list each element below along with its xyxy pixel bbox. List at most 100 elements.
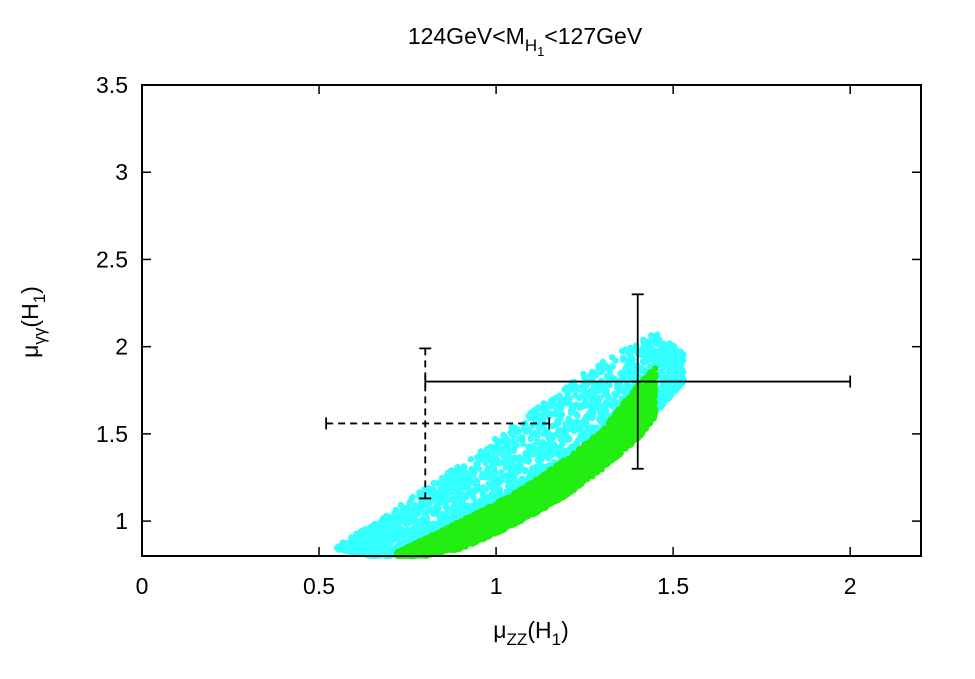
- data-point: [492, 476, 499, 483]
- data-point: [559, 446, 567, 454]
- data-point: [430, 524, 437, 531]
- data-point: [589, 368, 596, 375]
- data-point: [461, 484, 469, 491]
- data-point: [564, 391, 571, 398]
- data-point: [531, 445, 538, 453]
- data-point: [500, 431, 507, 439]
- data-point: [515, 435, 522, 442]
- data-point: [430, 510, 437, 518]
- data-point: [438, 498, 445, 505]
- data-point: [521, 468, 529, 475]
- data-point: [653, 356, 660, 364]
- data-point: [482, 485, 489, 493]
- data-point: [377, 533, 385, 540]
- data-point: [668, 390, 676, 397]
- data-point: [613, 391, 620, 398]
- data-point: [639, 350, 646, 357]
- data-point: [663, 375, 670, 382]
- data-point: [638, 365, 645, 372]
- chart-title: 124GeV<MH1<127GeV: [408, 23, 643, 59]
- data-point: [668, 369, 675, 377]
- data-point: [373, 537, 380, 544]
- data-point: [386, 540, 393, 548]
- data-point: [519, 440, 526, 447]
- data-point: [435, 505, 442, 512]
- data-point: [599, 381, 607, 388]
- data-point: [577, 435, 584, 442]
- data-point: [392, 529, 399, 536]
- data-point: [401, 537, 408, 544]
- data-point: [562, 384, 570, 391]
- data-point: [463, 493, 470, 500]
- data-point: [477, 497, 485, 504]
- data-point: [470, 493, 477, 501]
- data-point: [535, 419, 543, 426]
- data-point: [605, 394, 612, 401]
- data-point: [411, 508, 419, 515]
- data-point: [509, 461, 517, 468]
- data-point: [674, 368, 681, 375]
- data-point: [549, 448, 556, 455]
- data-point: [677, 363, 684, 370]
- data-point: [676, 352, 684, 360]
- data-point: [512, 477, 519, 485]
- data-point: [430, 485, 437, 493]
- data-point: [513, 442, 520, 449]
- data-point: [462, 468, 469, 476]
- data-point: [554, 406, 561, 413]
- data-point: [562, 398, 569, 405]
- data-point: [445, 469, 452, 476]
- data-point: [570, 421, 578, 428]
- data-point: [633, 371, 640, 378]
- data-point: [668, 360, 675, 367]
- data-point: [483, 499, 490, 506]
- data-point: [617, 370, 624, 377]
- data-point: [495, 441, 502, 448]
- data-point: [555, 417, 563, 424]
- data-point: [670, 354, 677, 361]
- data-point: [490, 471, 497, 478]
- data-point: [590, 395, 597, 402]
- data-point: [584, 413, 591, 421]
- data-point: [400, 509, 407, 516]
- data-point: [587, 406, 595, 413]
- data-point: [455, 486, 463, 494]
- data-point: [455, 474, 462, 481]
- data-point: [339, 539, 347, 546]
- data-point: [353, 530, 360, 537]
- data-point: [435, 511, 442, 519]
- data-point: [564, 436, 571, 444]
- data-point: [487, 443, 494, 451]
- data-point: [468, 465, 475, 473]
- data-point: [525, 443, 532, 450]
- data-point: [576, 394, 583, 402]
- data-point: [535, 404, 542, 411]
- data-point: [497, 477, 505, 485]
- data-point: [562, 424, 569, 431]
- data-point: [572, 386, 579, 394]
- data-point: [346, 545, 353, 553]
- data-point: [472, 479, 479, 486]
- data-point: [442, 503, 449, 511]
- data-point: [438, 474, 446, 482]
- data-point: [515, 428, 522, 435]
- data-point: [406, 511, 413, 518]
- data-point: [590, 381, 597, 388]
- data-point: [648, 332, 655, 339]
- data-point: [490, 460, 497, 467]
- data-point: [504, 436, 511, 444]
- data-point: [527, 435, 534, 442]
- data-point: [483, 493, 490, 500]
- points-layer: [333, 331, 687, 560]
- data-point: [498, 469, 505, 476]
- data-point: [619, 375, 627, 383]
- data-point: [379, 546, 387, 553]
- data-point: [596, 416, 603, 423]
- data-point: [499, 449, 506, 456]
- data-point: [448, 475, 455, 483]
- data-point: [483, 473, 491, 481]
- data-point: [602, 362, 609, 369]
- data-point: [366, 546, 374, 554]
- data-point: [348, 534, 355, 541]
